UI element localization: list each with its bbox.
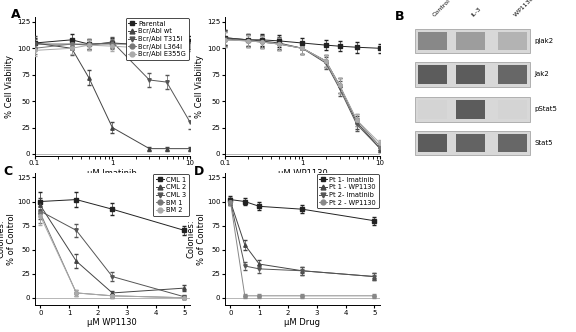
Bar xyxy=(415,131,530,155)
Bar xyxy=(418,65,447,84)
Text: IL-3: IL-3 xyxy=(471,6,483,18)
X-axis label: μM WP1130: μM WP1130 xyxy=(278,169,327,178)
Text: D: D xyxy=(194,165,204,178)
Y-axis label: Colonies:
% of Control: Colonies: % of Control xyxy=(186,213,206,265)
Legend: Parental, Bcr/Abl wt, Bcr/Abl T315I, Bcr/Abl L364I, Bcr/Abl E355G: Parental, Bcr/Abl wt, Bcr/Abl T315I, Bcr… xyxy=(126,18,189,60)
Text: Control: Control xyxy=(432,0,452,18)
Y-axis label: % Cell Viability: % Cell Viability xyxy=(5,55,14,118)
Bar xyxy=(498,100,528,119)
Legend: Pt 1- Imatinib, Pt 1 - WP1130, Pt 2- Imatinib, Pt 2 - WP1130: Pt 1- Imatinib, Pt 1 - WP1130, Pt 2- Ima… xyxy=(317,174,379,208)
X-axis label: μM Drug: μM Drug xyxy=(285,318,320,327)
Bar xyxy=(498,32,528,50)
Legend: CML 1, CML 2, CML 3, BM 1, BM 2: CML 1, CML 2, CML 3, BM 1, BM 2 xyxy=(153,174,189,216)
Bar xyxy=(415,97,530,122)
Text: Stat5: Stat5 xyxy=(535,140,553,146)
Bar xyxy=(418,134,447,152)
Bar xyxy=(456,134,486,152)
Text: A: A xyxy=(12,8,21,21)
Bar xyxy=(498,134,528,152)
X-axis label: μM Imatinib: μM Imatinib xyxy=(88,169,137,178)
Text: C: C xyxy=(3,165,13,178)
Text: pStat5: pStat5 xyxy=(535,107,558,113)
Y-axis label: % Cell Viability: % Cell Viability xyxy=(195,55,204,118)
Text: WP1130 + IL-3: WP1130 + IL-3 xyxy=(513,0,549,18)
Text: Jak2: Jak2 xyxy=(535,71,550,77)
Text: B: B xyxy=(395,10,404,23)
Bar xyxy=(456,65,486,84)
Bar xyxy=(498,65,528,84)
Bar xyxy=(456,32,486,50)
Bar xyxy=(418,32,447,50)
Bar xyxy=(415,62,530,87)
Bar xyxy=(415,29,530,53)
Text: pJak2: pJak2 xyxy=(535,38,554,44)
X-axis label: μM WP1130: μM WP1130 xyxy=(88,318,137,327)
Y-axis label: Colonies:
% of Control: Colonies: % of Control xyxy=(0,213,16,265)
Bar xyxy=(456,100,486,119)
Bar xyxy=(418,100,447,119)
